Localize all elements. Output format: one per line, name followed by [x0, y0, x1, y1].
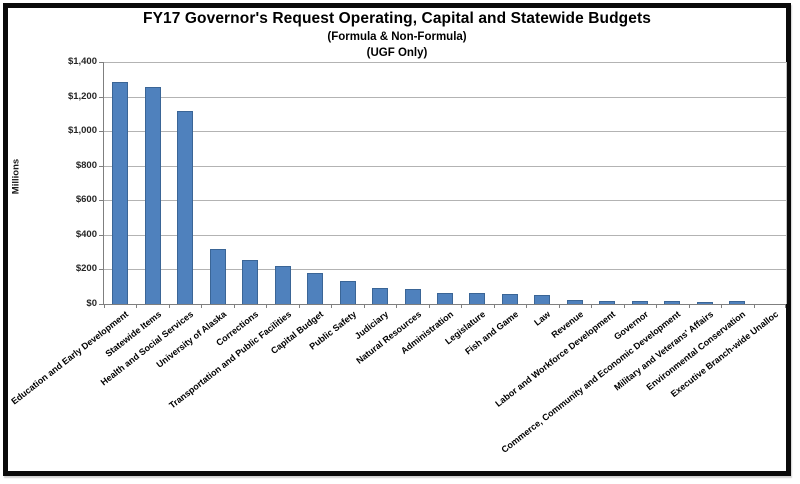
bar	[405, 289, 421, 304]
x-axis-tick-mark	[754, 304, 755, 308]
y-axis-tick-label: $1,200	[67, 91, 97, 102]
y-axis-tick-label: $600	[75, 194, 97, 205]
chart-border-frame	[3, 3, 791, 476]
y-axis-tick-mark	[99, 269, 104, 270]
bar	[599, 301, 615, 304]
bar	[567, 300, 583, 304]
bar	[372, 288, 388, 304]
bar	[469, 293, 485, 304]
x-axis-tick-mark	[396, 304, 397, 308]
bar	[210, 249, 226, 304]
x-axis-tick-mark	[266, 304, 267, 308]
gridline	[104, 62, 786, 63]
chart-subtitle-ugf: (UGF Only)	[366, 47, 428, 59]
gridline	[104, 166, 786, 167]
y-axis-tick-label: $1,000	[67, 125, 97, 136]
bar	[437, 293, 453, 304]
gridline	[104, 235, 786, 236]
bar	[502, 294, 518, 304]
x-axis-tick-mark	[234, 304, 235, 308]
y-axis-tick-mark	[99, 235, 104, 236]
gridline	[104, 269, 786, 270]
x-axis-tick-mark	[104, 304, 105, 308]
y-axis-tick-mark	[99, 166, 104, 167]
y-axis-tick-label: $800	[75, 160, 97, 171]
bar	[275, 266, 291, 304]
x-axis-tick-mark	[461, 304, 462, 308]
y-axis-tick-mark	[99, 62, 104, 63]
chart-subtitle-formula: (Formula & Non-Formula)	[327, 31, 467, 43]
y-axis-tick-mark	[99, 304, 104, 305]
gridline	[104, 131, 786, 132]
bar	[145, 87, 161, 304]
x-axis-tick-mark	[526, 304, 527, 308]
x-axis-tick-mark	[656, 304, 657, 308]
y-axis-tick-mark	[99, 131, 104, 132]
gridline	[104, 97, 786, 98]
x-axis-tick-mark	[429, 304, 430, 308]
y-axis-tick-label: $0	[86, 298, 97, 309]
bar	[697, 302, 713, 304]
x-axis-tick-mark	[299, 304, 300, 308]
y-axis-title: Millions	[10, 158, 22, 195]
x-axis-tick-mark	[624, 304, 625, 308]
x-axis-tick-mark	[689, 304, 690, 308]
x-axis-tick-mark	[364, 304, 365, 308]
y-axis-tick-mark	[99, 200, 104, 201]
y-axis-tick-label: $1,400	[67, 56, 97, 67]
bar	[534, 295, 550, 304]
x-axis-tick-mark	[559, 304, 560, 308]
bar	[177, 111, 193, 304]
bar	[112, 82, 128, 304]
plot-area	[99, 62, 787, 308]
chart-title: FY17 Governor's Request Operating, Capit…	[143, 10, 651, 27]
x-axis-tick-mark	[201, 304, 202, 308]
y-axis-tick-label: $200	[75, 263, 97, 274]
bar	[340, 281, 356, 304]
x-axis-line	[104, 304, 786, 305]
x-axis-tick-mark	[136, 304, 137, 308]
bar	[729, 301, 745, 304]
bar	[632, 301, 648, 304]
gridline	[104, 200, 786, 201]
bar	[242, 260, 258, 304]
bar	[307, 273, 323, 304]
y-axis-tick-label: $400	[75, 229, 97, 240]
x-axis-tick-mark	[331, 304, 332, 308]
x-axis-tick-mark	[591, 304, 592, 308]
y-axis-tick-mark	[99, 97, 104, 98]
x-axis-tick-mark	[169, 304, 170, 308]
x-axis-tick-mark	[721, 304, 722, 308]
x-axis-tick-mark	[494, 304, 495, 308]
bar	[664, 301, 680, 304]
x-axis-tick-mark	[785, 304, 786, 308]
